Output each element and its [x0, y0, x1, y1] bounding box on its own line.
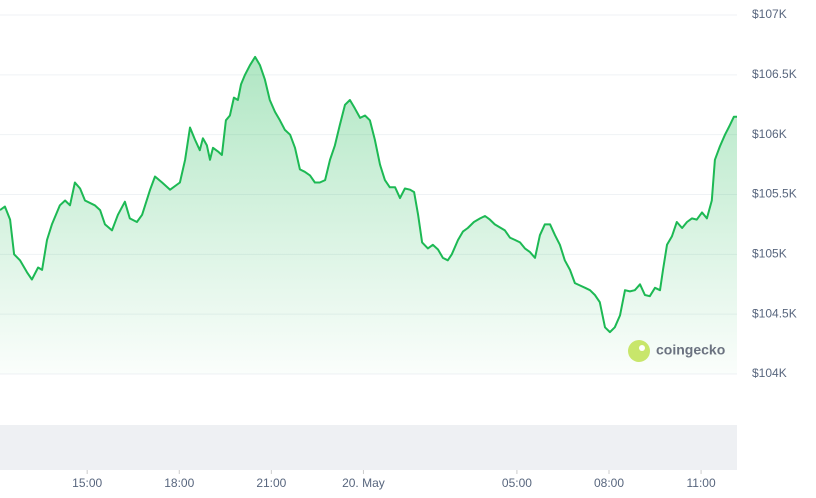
x-tick-label: 15:00: [72, 476, 102, 490]
y-tick-label: $105K: [752, 247, 787, 261]
y-tick-label: $104K: [752, 366, 787, 380]
x-tick-label: 18:00: [164, 476, 194, 490]
y-tick-label: $106.5K: [752, 67, 797, 81]
volume-band: [0, 425, 737, 470]
x-tick-label: 11:00: [687, 476, 716, 490]
x-tick-label: 20. May: [342, 476, 385, 490]
y-tick-label: $106K: [752, 127, 787, 141]
y-tick-label: $107K: [752, 7, 787, 21]
y-tick-label: $105.5K: [752, 187, 797, 201]
x-tick-label: 05:00: [502, 476, 532, 490]
x-tick-label: 21:00: [256, 476, 286, 490]
watermark-text: coingecko: [656, 342, 725, 358]
y-tick-label: $104.5K: [752, 306, 797, 320]
x-tick-label: 08:00: [594, 476, 624, 490]
price-line: [0, 55, 737, 334]
watermark: coingecko: [628, 340, 725, 362]
watermark-logo-eye: [639, 345, 645, 351]
watermark-logo: [628, 340, 650, 362]
area-fill: [0, 56, 737, 375]
